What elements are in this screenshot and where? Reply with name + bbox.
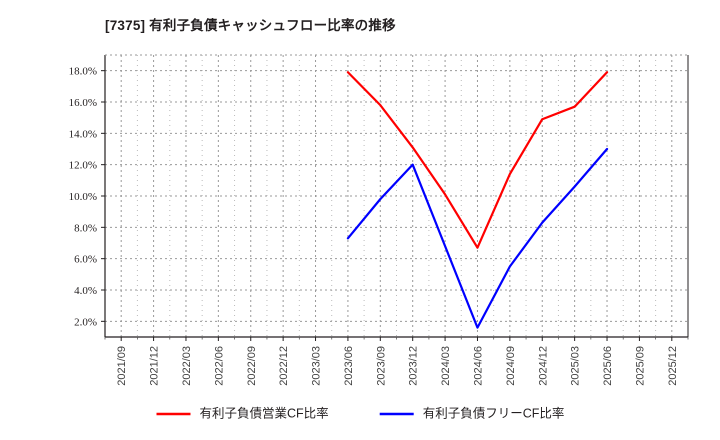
x-tick-label: 2025/03 — [570, 346, 582, 386]
legend-label: 有利子負債フリーCF比率 — [423, 405, 565, 420]
x-tick-label: 2024/03 — [440, 346, 452, 386]
x-tick-label: 2024/12 — [537, 346, 549, 386]
y-tick-label: 12.0% — [69, 160, 97, 172]
x-axis-labels: 2021/09 2021/12 2022/03 2022/06 2022/09 2022/… — [116, 346, 679, 386]
y-tick-label: 14.0% — [69, 128, 97, 140]
series-line-1 — [346, 147, 609, 329]
x-tick-label: 2021/09 — [116, 346, 128, 386]
series-line-0 — [346, 71, 609, 249]
legend-label: 有利子負債営業CF比率 — [200, 405, 329, 420]
x-tick-label: 2024/06 — [472, 346, 484, 386]
x-tick-label: 2023/12 — [408, 346, 420, 386]
x-tick-label: 2025/06 — [602, 346, 614, 386]
y-tick-label: 2.0% — [74, 316, 97, 328]
x-tick-label: 2022/06 — [213, 346, 225, 386]
x-tick-label: 2023/03 — [311, 346, 323, 386]
y-tick-label: 16.0% — [69, 97, 97, 109]
y-tick-label: 18.0% — [69, 66, 97, 78]
x-tick-label: 2022/03 — [181, 346, 193, 386]
x-tick-label: 2022/12 — [278, 346, 290, 386]
x-tick-label: 2023/09 — [375, 346, 387, 386]
x-tick-label: 2024/09 — [505, 346, 517, 386]
grid-major — [105, 70, 688, 322]
y-tick-label: 10.0% — [69, 191, 97, 203]
y-tick-label: 6.0% — [74, 254, 97, 266]
chart-legend: 有利子負債営業CF比率 有利子負債フリーCF比率 — [156, 405, 565, 420]
x-tick-label: 2025/12 — [667, 346, 679, 386]
data-series-group — [346, 71, 609, 329]
x-tick-label: 2023/06 — [343, 346, 355, 386]
page-title: [7375] 有利子負債キャッシュフロー比率の推移 — [105, 18, 396, 33]
y-axis-labels: 2.0% 4.0% 6.0% 8.0% 10.0% 12.0% 14.0% 16.0% 18.0… — [69, 66, 97, 329]
y-tick-label: 8.0% — [74, 222, 97, 234]
x-tick-label: 2021/12 — [149, 346, 161, 386]
axis-ticks — [101, 70, 689, 341]
x-tick-label: 2025/09 — [634, 346, 646, 386]
x-tick-label: 2022/09 — [246, 346, 258, 386]
y-tick-label: 4.0% — [74, 285, 97, 297]
